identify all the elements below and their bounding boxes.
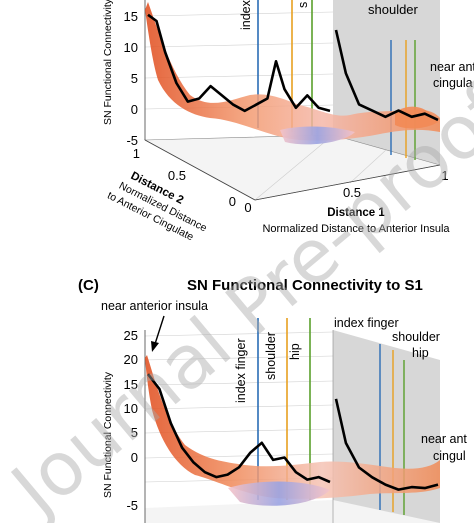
landmark-label: near anterior insula	[101, 299, 208, 313]
panel-c: (C) SN Functional Connectivity to S1 25 …	[78, 277, 467, 523]
z-tick-label: -5	[126, 133, 138, 148]
panel-c-ylabel: SN Functional Connectivity	[102, 371, 114, 498]
landmark-label: index finger	[334, 316, 399, 330]
z-tick-label: 0	[131, 450, 138, 465]
d-tick-label: 1	[133, 146, 140, 161]
landmark-label: hip	[288, 343, 302, 360]
z-tick-label: 5	[131, 425, 138, 440]
x-tick-label: 0	[244, 200, 251, 215]
z-tick-label: 0	[131, 102, 138, 117]
panel-c-cloud-blue	[228, 481, 330, 506]
panel-b-d-label: Distance 2 Normalized Distance to Anteri…	[105, 170, 209, 243]
z-tick-label: 15	[124, 9, 138, 24]
x-tick-label: 1	[441, 168, 448, 183]
panel-b-d-axis	[144, 139, 256, 201]
panel-b-d-ticks: 1 0.5 0	[133, 146, 236, 209]
landmark-label: near ant	[421, 432, 467, 446]
z-tick-label: 10	[124, 40, 138, 55]
panel-b-ylabel: SN Functional Connectivity	[102, 0, 114, 125]
landmark-label: s	[296, 2, 310, 8]
panel-b-connectivity-line-front	[147, 13, 331, 113]
panel-b-connectivity-line-back	[334, 29, 439, 122]
landmark-label: near anter	[430, 60, 474, 74]
landmark-label: index finger	[234, 338, 248, 403]
panel-c-title: SN Functional Connectivity to S1	[187, 277, 423, 294]
landmark-label: cingula	[433, 76, 473, 90]
landmark-label: cingul	[433, 449, 466, 463]
z-tick-label: -5	[126, 498, 138, 513]
landmark-label: shoulder	[264, 332, 278, 380]
panel-c-z-ticks: 25 20 15 10 5 0 -5	[124, 328, 138, 513]
panel-b-x-ticks: 0 0.5 1	[244, 168, 448, 215]
d-tick-label: 0.5	[168, 168, 186, 183]
panel-b-z-ticks: 15 10 5 0 -5	[124, 9, 138, 148]
panel-b-cloud-blue	[280, 126, 355, 145]
landmark-label: shoulder	[392, 330, 440, 344]
z-tick-label: 10	[124, 401, 138, 416]
d-tick-label: 0	[229, 194, 236, 209]
panel-b-point-cloud	[145, 2, 440, 141]
near-anterior-insula-arrow	[151, 315, 165, 352]
panel-b-xlabel: Distance 1	[327, 207, 385, 219]
panel-c-connectivity-line-front	[146, 373, 331, 484]
landmark-label: index	[239, 0, 253, 30]
panel-c-connectivity-line-back	[334, 398, 439, 491]
panel-b-cloud-orange-right	[395, 106, 438, 129]
panel-b: 15 10 5 0 -5 SN Functional Connectivity …	[102, 0, 474, 243]
z-tick-label: 25	[124, 328, 138, 343]
panel-b-x-axis	[254, 164, 441, 201]
landmark-label: hip	[412, 346, 429, 360]
z-tick-label: 20	[124, 352, 138, 367]
panel-c-label: (C)	[78, 277, 99, 294]
panel-c-floor	[145, 500, 440, 523]
z-tick-label: 5	[131, 71, 138, 86]
landmark-label: shoulder	[368, 2, 419, 17]
panel-c-point-cloud	[145, 355, 440, 499]
z-tick-label: 15	[124, 377, 138, 392]
x-tick-label: 0.5	[343, 185, 361, 200]
panel-b-xlabel-sub: Normalized Distance to Anterior Insula	[262, 223, 450, 235]
